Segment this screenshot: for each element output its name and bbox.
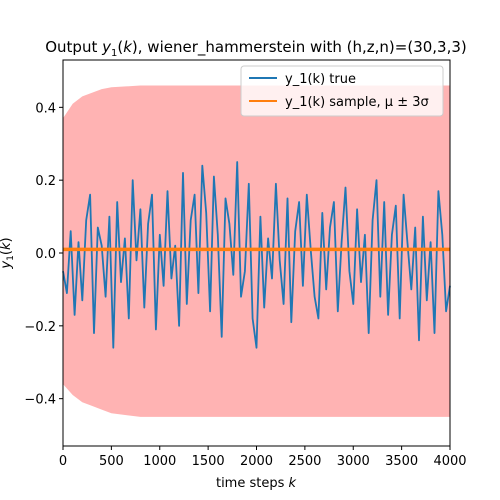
plot-area <box>62 59 451 447</box>
y-tick-label: −0.2 <box>24 320 56 335</box>
uncertainty-band <box>63 85 450 417</box>
x-axis-ticks: 0 500 1000 1500 2000 2500 3000 3500 4000 <box>59 446 467 469</box>
y-tick-label: 0.4 <box>35 101 56 116</box>
x-axis-label: time steps k <box>216 476 297 491</box>
chart-title: Output y1(k), wiener_hammerstein with (h… <box>45 38 467 59</box>
legend: y_1(k) true y_1(k) sample, μ ± 3σ <box>240 65 444 117</box>
legend-label-sample: y_1(k) sample, μ ± 3σ <box>285 95 429 110</box>
series-line-true <box>62 161 451 349</box>
x-tick-label: 500 <box>99 454 124 469</box>
x-tick-label: 2500 <box>288 454 321 469</box>
x-tick-label: 1000 <box>143 454 176 469</box>
x-tick-label: 1500 <box>192 454 225 469</box>
y-tick-label: 0.2 <box>35 174 56 189</box>
x-tick-label: 4000 <box>433 454 466 469</box>
legend-label-true: y_1(k) true <box>285 72 356 87</box>
x-tick-label: 0 <box>59 454 67 469</box>
x-tick-label: 3000 <box>337 454 370 469</box>
y-axis-ticks: −0.4 −0.2 0.0 0.2 0.4 <box>24 101 63 408</box>
y-tick-label: −0.4 <box>24 393 56 408</box>
x-tick-label: 2000 <box>240 454 273 469</box>
y-axis-label: y1(k) <box>0 237 16 269</box>
y-tick-label: 0.0 <box>35 247 56 262</box>
legend-box <box>240 65 444 117</box>
x-tick-label: 3500 <box>385 454 418 469</box>
